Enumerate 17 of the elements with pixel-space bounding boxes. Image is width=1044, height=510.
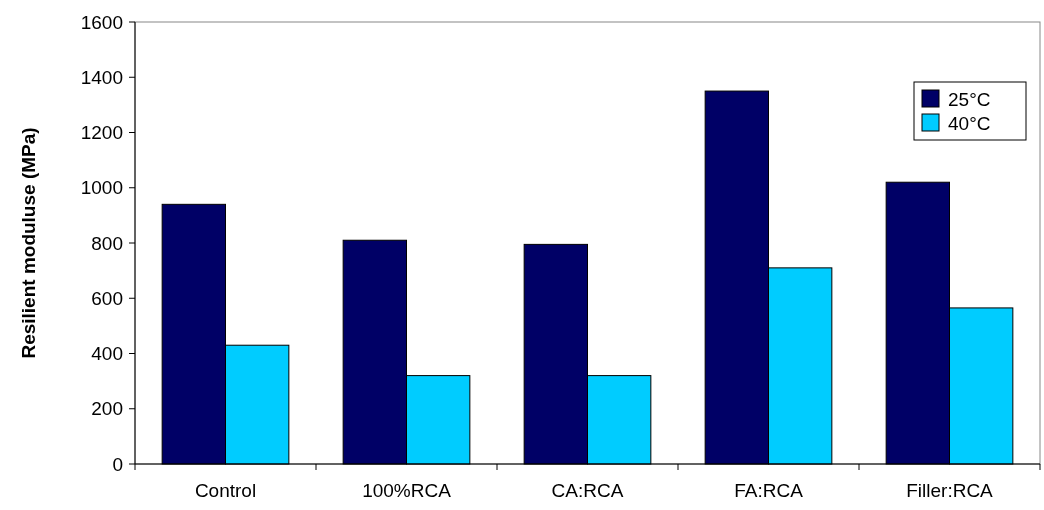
- y-tick-label: 600: [91, 287, 123, 309]
- x-tick-label: Control: [194, 480, 257, 501]
- x-tick-label: FA:RCA: [734, 480, 804, 501]
- y-tick-label: 400: [91, 343, 123, 365]
- legend-label: 25°C: [948, 88, 991, 110]
- x-tick-label: CA:RCA: [551, 480, 624, 501]
- x-tick-label: Filler:RCA: [906, 480, 994, 501]
- y-tick-label: 800: [91, 232, 123, 254]
- legend-label: 40°C: [948, 112, 991, 134]
- y-tick-label: 1600: [80, 11, 123, 33]
- y-tick-label: 0: [112, 453, 123, 475]
- x-tick-label: 100%RCA: [362, 480, 452, 501]
- y-tick-label: 1000: [80, 177, 123, 199]
- y-axis-title: Resilient moduluse (MPa): [18, 127, 39, 359]
- y-tick-label: 1200: [80, 122, 123, 144]
- y-tick-label: 1400: [80, 66, 123, 88]
- y-tick-label: 200: [91, 398, 123, 420]
